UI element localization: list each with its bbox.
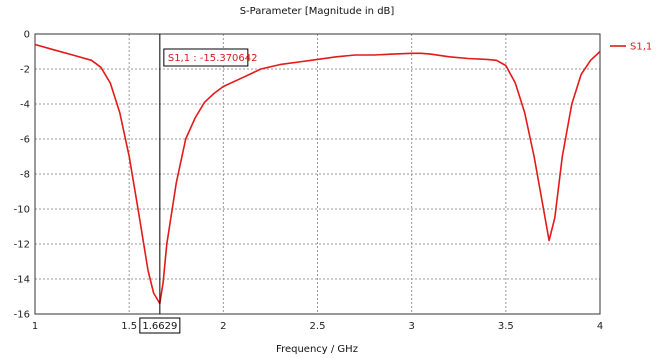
x-tick-labels: 1 1.5 2 2.5 3 3.5 4	[32, 321, 603, 332]
marker-x-label: 1.6629	[142, 321, 177, 332]
y-tick-label: -16	[14, 310, 30, 321]
series-line-s11	[34, 43, 601, 305]
y-tick-label: -8	[20, 170, 30, 181]
y-tick-label: -10	[14, 205, 30, 216]
y-tick-label: -12	[14, 240, 30, 251]
chart-title: S-Parameter [Magnitude in dB]	[240, 6, 395, 17]
x-tick-label: 2.5	[310, 321, 326, 332]
series-layer	[34, 43, 601, 305]
y-tick-labels: 0 -2 -4 -6 -8 -10 -12 -14 -16	[14, 30, 30, 321]
marker-x-box	[139, 317, 181, 334]
grid	[35, 34, 600, 314]
x-tick-label: 2	[220, 321, 226, 332]
y-tick-label: 0	[24, 30, 30, 41]
x-tick-label: 3.5	[498, 321, 514, 332]
x-tick-label: 1.5	[121, 321, 137, 332]
x-tick-label: 3	[408, 321, 414, 332]
plot-frame	[34, 33, 601, 315]
y-tick-label: -6	[20, 135, 30, 146]
marker-layer[interactable]: S1,1 : -15.370642 1.6629	[139, 34, 258, 334]
legend: S1,1	[610, 42, 652, 53]
y-tick-label: -2	[20, 65, 30, 76]
marker-value-box	[163, 48, 249, 67]
legend-label-s11: S1,1	[630, 42, 652, 53]
x-tick-label: 4	[597, 321, 603, 332]
y-tick-label: -14	[14, 275, 30, 286]
x-tick-label: 1	[32, 321, 38, 332]
x-axis-label: Frequency / GHz	[276, 344, 358, 355]
y-tick-label: -4	[20, 100, 30, 111]
marker-value-label: S1,1 : -15.370642	[168, 53, 258, 64]
